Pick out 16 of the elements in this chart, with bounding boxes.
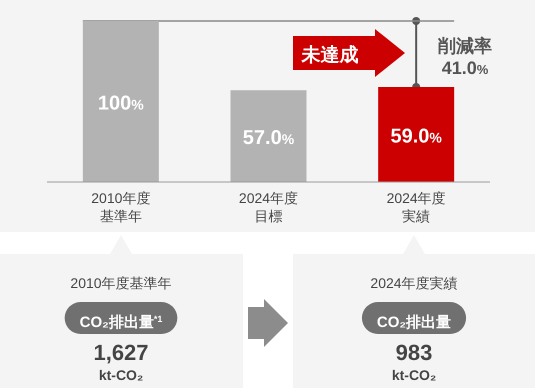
x-tick-label: 2024年度実績 xyxy=(386,190,446,224)
text: CO₂排出量$^{*1}$ xyxy=(80,314,162,331)
annotation: 削減率 41.0% xyxy=(437,36,492,78)
text: 1,627 xyxy=(93,340,149,365)
data-label: 59.0% xyxy=(390,126,442,148)
text: 983 xyxy=(396,340,432,365)
text: kt-CO₂ xyxy=(98,367,144,383)
text: CO₂排出量 xyxy=(376,314,452,331)
annotation: 未達成 xyxy=(300,44,358,66)
text: 2024年度実績 xyxy=(370,275,458,291)
data-label: 100% xyxy=(98,92,144,114)
x-tick-label: 2010年度基準年 xyxy=(91,190,150,224)
x-tick-label: 2024年度目標 xyxy=(238,190,298,224)
text: 2010年度基準年 xyxy=(70,275,172,291)
data-label: 57.0% xyxy=(242,127,295,150)
text: kt-CO₂ xyxy=(392,367,436,383)
